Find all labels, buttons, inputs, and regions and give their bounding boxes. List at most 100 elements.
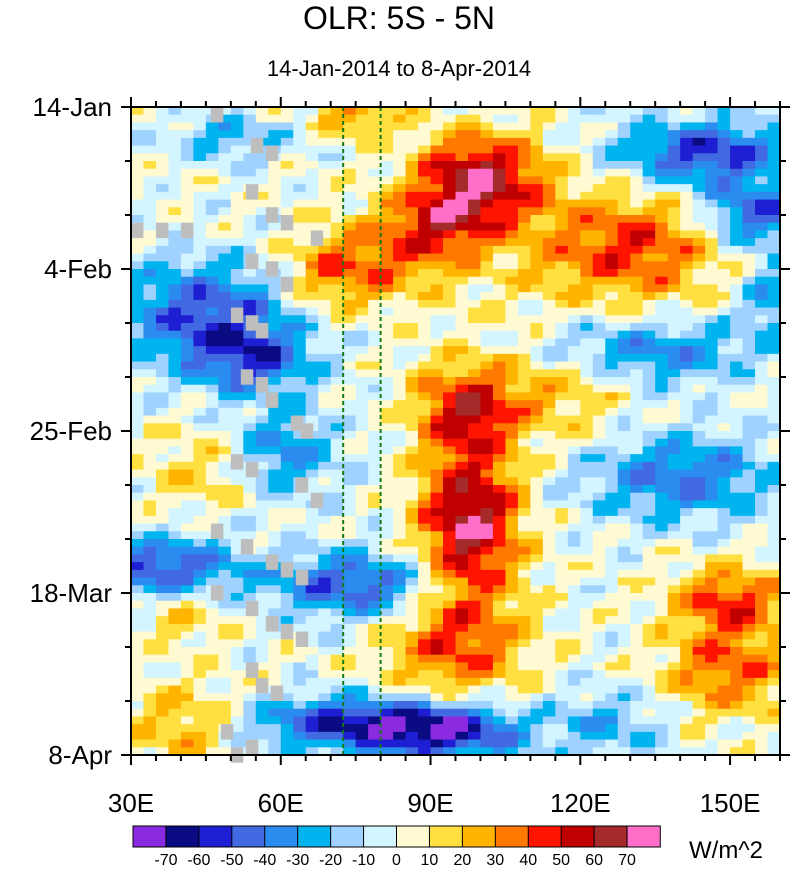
heatmap-cell [655, 346, 669, 355]
heatmap-cell [755, 747, 769, 756]
heatmap-cell [592, 130, 606, 139]
heatmap-cell [580, 739, 594, 748]
heatmap-cell [692, 168, 706, 178]
heatmap-cell [318, 492, 332, 502]
heatmap-cell [218, 631, 232, 640]
heatmap-cell [505, 708, 519, 718]
heatmap-cell [168, 207, 182, 216]
heatmap-cell [255, 562, 269, 571]
heatmap-cell [268, 608, 282, 617]
heatmap-cell [505, 608, 519, 617]
heatmap-cell [168, 585, 182, 594]
heatmap-cell [293, 523, 307, 532]
heatmap-cell [380, 554, 394, 563]
heatmap-cell [480, 554, 494, 563]
heatmap-cell [380, 130, 394, 139]
heatmap-cell [393, 346, 407, 355]
missing-data-cell [210, 585, 224, 601]
heatmap-cell [667, 685, 681, 694]
heatmap-cell [617, 731, 631, 741]
heatmap-cell [393, 392, 407, 401]
heatmap-cell [767, 107, 781, 116]
heatmap-cell [230, 230, 244, 239]
heatmap-cell [330, 400, 344, 409]
heatmap-cell [443, 307, 457, 316]
heatmap-cell [517, 323, 531, 332]
heatmap-cell [305, 647, 319, 656]
heatmap-cell [368, 647, 382, 656]
heatmap-cell [418, 168, 432, 178]
heatmap-cell [517, 338, 531, 347]
heatmap-cell [767, 639, 781, 648]
heatmap-cell [330, 731, 344, 741]
heatmap-cell [143, 230, 157, 239]
heatmap-cell [567, 361, 581, 370]
heatmap-cell [555, 238, 569, 247]
heatmap-cell [405, 731, 419, 741]
heatmap-cell [180, 415, 194, 424]
heatmap-cell [642, 338, 656, 347]
heatmap-cell [380, 647, 394, 656]
heatmap-cell [555, 407, 569, 417]
heatmap-cell [755, 562, 769, 571]
heatmap-cell [605, 238, 619, 247]
heatmap-cell [667, 369, 681, 378]
heatmap-cell [492, 731, 507, 741]
heatmap-cell [492, 245, 507, 255]
heatmap-cell [330, 269, 344, 278]
heatmap-cell [205, 662, 219, 671]
heatmap-cell [542, 261, 556, 270]
heatmap-cell [730, 677, 744, 687]
heatmap-cell [580, 137, 594, 147]
heatmap-cell [467, 485, 482, 494]
heatmap-cell [467, 431, 482, 440]
heatmap-cell [742, 184, 756, 193]
x-axis-tick-labels: 30E 60E 90E 120E 150E [108, 788, 761, 818]
heatmap-cell [355, 454, 369, 463]
heatmap-cell [218, 284, 232, 293]
heatmap-cell [355, 423, 369, 432]
heatmap-cell [717, 631, 731, 640]
heatmap-cell [505, 600, 519, 610]
heatmap-cell [542, 685, 556, 694]
heatmap-cell [755, 492, 769, 502]
heatmap-cell [168, 423, 182, 432]
heatmap-cell [280, 515, 294, 525]
heatmap-cell [443, 137, 457, 147]
heatmap-cell [243, 299, 257, 309]
heatmap-cell [368, 377, 382, 386]
heatmap-cell [455, 161, 469, 170]
heatmap-cell [580, 323, 594, 332]
heatmap-cell [480, 137, 494, 147]
heatmap-cell [393, 176, 407, 185]
heatmap-cell [168, 114, 182, 124]
heatmap-cell [567, 608, 581, 617]
heatmap-cell [330, 600, 344, 610]
heatmap-cell [717, 716, 731, 725]
heatmap-cell [243, 168, 257, 178]
heatmap-cell [380, 593, 394, 602]
heatmap-cell [655, 569, 669, 579]
heatmap-cell [580, 708, 594, 718]
heatmap-cell [467, 215, 482, 224]
heatmap-cell [592, 384, 606, 394]
heatmap-cell [667, 114, 681, 124]
heatmap-cell [193, 500, 207, 509]
heatmap-cell [605, 315, 619, 324]
heatmap-cell [380, 500, 394, 509]
heatmap-cell [205, 461, 219, 471]
heatmap-cell [280, 585, 294, 594]
heatmap-cell [393, 515, 407, 525]
heatmap-cell [517, 539, 531, 548]
heatmap-cell [168, 269, 182, 278]
heatmap-cell [655, 407, 669, 417]
heatmap-cell [455, 492, 469, 502]
heatmap-cell [680, 361, 694, 370]
heatmap-cell [617, 184, 631, 193]
heatmap-cell [480, 107, 494, 116]
heatmap-cell [492, 593, 507, 602]
heatmap-cell [730, 454, 744, 463]
heatmap-cell [280, 307, 294, 316]
heatmap-cell [143, 438, 157, 448]
heatmap-cell [180, 670, 194, 679]
